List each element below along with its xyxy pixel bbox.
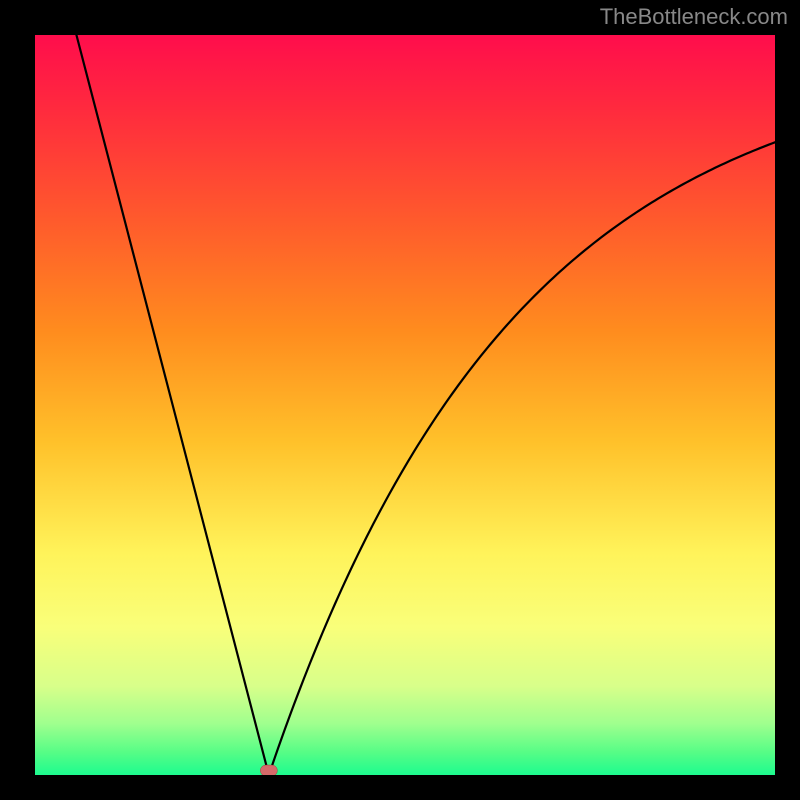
chart-svg (35, 35, 775, 775)
chart-background (35, 35, 775, 775)
dip-marker (260, 765, 277, 775)
chart-plot-area (35, 35, 775, 775)
watermark-text: TheBottleneck.com (600, 4, 788, 30)
